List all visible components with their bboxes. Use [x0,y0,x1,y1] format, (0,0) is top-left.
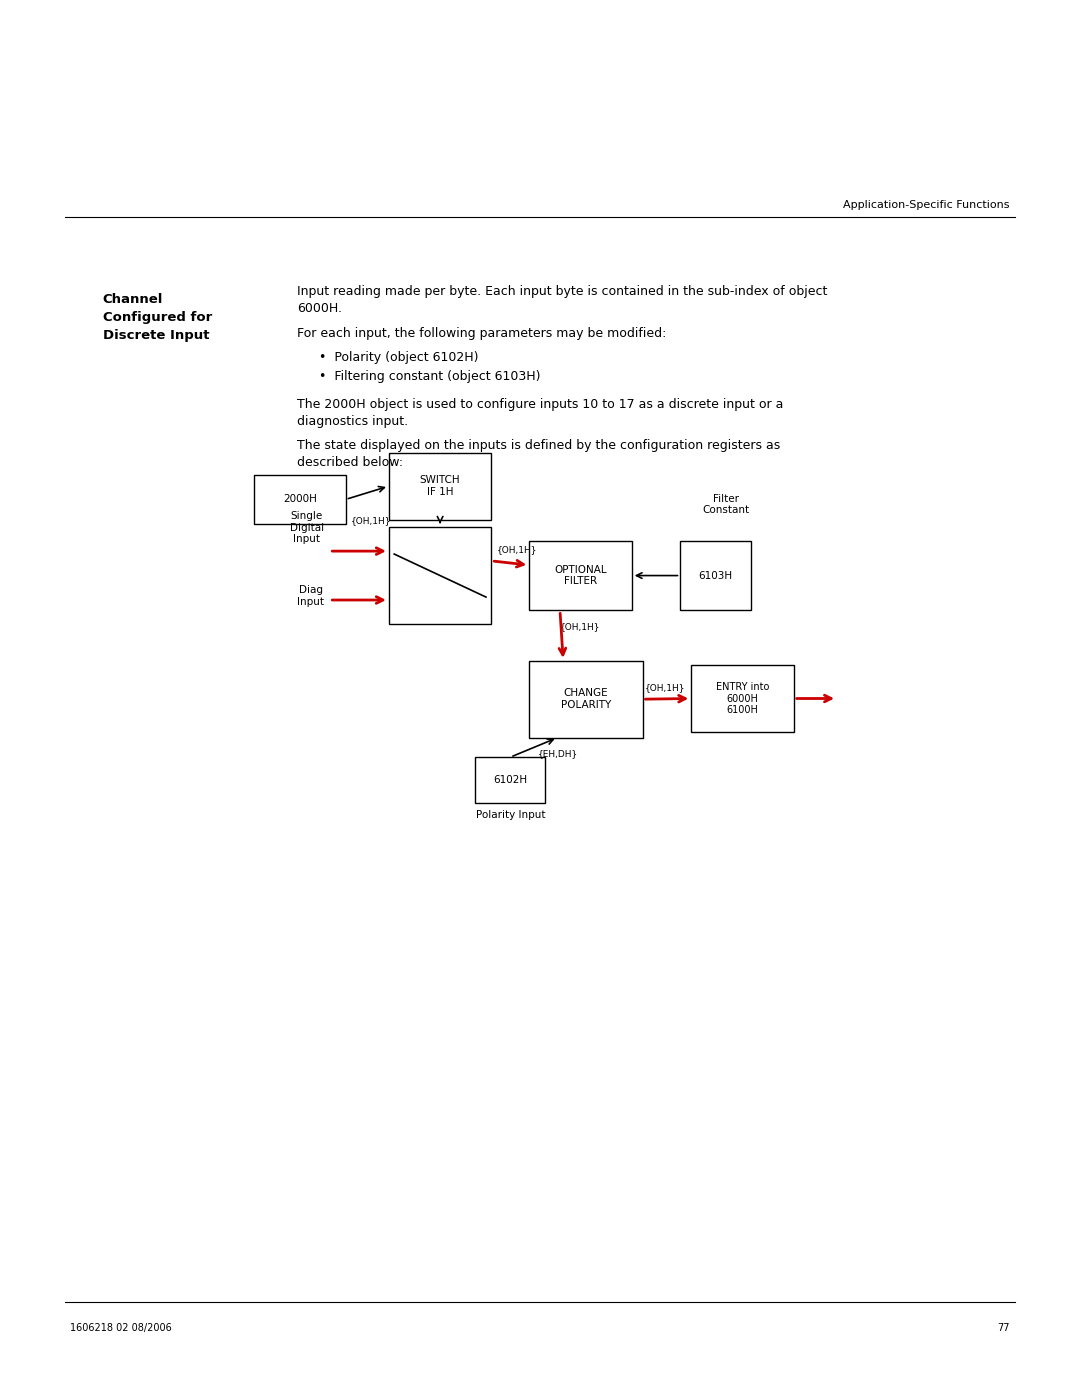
FancyBboxPatch shape [529,541,632,610]
Text: Single
Digital
Input: Single Digital Input [289,511,324,543]
Text: Channel
Configured for
Discrete Input: Channel Configured for Discrete Input [103,293,212,342]
Text: 2000H: 2000H [283,495,316,504]
Text: The state displayed on the inputs is defined by the configuration registers as
d: The state displayed on the inputs is def… [297,439,780,468]
Text: {OH,1H}: {OH,1H} [497,545,538,553]
FancyBboxPatch shape [389,453,491,520]
Text: ENTRY into
6000H
6100H: ENTRY into 6000H 6100H [716,682,769,715]
FancyBboxPatch shape [389,527,491,624]
Text: {OH,1H}: {OH,1H} [561,622,600,630]
Text: {OH,1H}: {OH,1H} [351,517,391,525]
FancyBboxPatch shape [475,757,545,803]
Text: 6102H: 6102H [494,775,527,785]
Text: OPTIONAL
FILTER: OPTIONAL FILTER [554,564,607,587]
Text: Polarity Input: Polarity Input [475,810,545,820]
Text: {OH,1H}: {OH,1H} [645,683,686,693]
Text: •  Filtering constant (object 6103H): • Filtering constant (object 6103H) [319,370,540,383]
Text: CHANGE
POLARITY: CHANGE POLARITY [561,689,611,710]
Text: 1606218 02 08/2006: 1606218 02 08/2006 [70,1323,172,1333]
Text: The 2000H object is used to configure inputs 10 to 17 as a discrete input or a
d: The 2000H object is used to configure in… [297,398,783,427]
Text: 77: 77 [997,1323,1010,1333]
FancyBboxPatch shape [691,665,794,732]
Text: For each input, the following parameters may be modified:: For each input, the following parameters… [297,327,666,339]
FancyBboxPatch shape [680,541,751,610]
Text: {EH,DH}: {EH,DH} [538,749,578,757]
Text: 6103H: 6103H [699,570,732,581]
FancyBboxPatch shape [529,661,643,738]
Text: Diag
Input: Diag Input [297,585,324,606]
Text: •  Polarity (object 6102H): • Polarity (object 6102H) [319,351,478,363]
Text: Filter
Constant: Filter Constant [703,495,750,515]
Text: SWITCH
IF 1H: SWITCH IF 1H [420,475,460,497]
Text: Application-Specific Functions: Application-Specific Functions [843,200,1010,210]
FancyBboxPatch shape [254,475,346,524]
Text: Input reading made per byte. Each input byte is contained in the sub-index of ob: Input reading made per byte. Each input … [297,285,827,314]
